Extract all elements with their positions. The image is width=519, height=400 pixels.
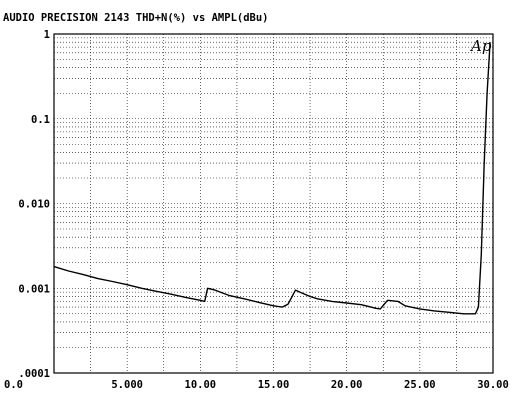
ap-logo: Ap [469, 37, 492, 55]
series-line-0 [53, 42, 491, 315]
y-tick-label: 1 [44, 29, 50, 41]
x-tick-label: 15.00 [258, 379, 290, 391]
y-tick-labels: 1 0.1 0.010 0.001 .0001 [18, 29, 50, 380]
chart-title: AUDIO PRECISION 2143 THD+N(%) vs AMPL(dB… [3, 12, 269, 24]
y-tick-label: 0.010 [18, 199, 50, 211]
x-tick-label: 20.00 [331, 379, 363, 391]
x-tick-label: 30.00 [477, 379, 509, 391]
x-tick-label: 5.000 [111, 379, 143, 391]
y-tick-label: 0.1 [31, 114, 50, 126]
y-tick-label: .0001 [18, 368, 50, 380]
series-group [53, 42, 491, 315]
y-tick-label: 0.001 [18, 283, 50, 295]
x-tick-label: 25.00 [404, 379, 436, 391]
x-tick-labels: 0.0 5.000 10.00 15.00 20.00 25.00 30.00 [4, 379, 509, 391]
grid [54, 34, 493, 373]
x-tick-label: 10.00 [185, 379, 217, 391]
x-tick-label: 0.0 [4, 379, 23, 391]
